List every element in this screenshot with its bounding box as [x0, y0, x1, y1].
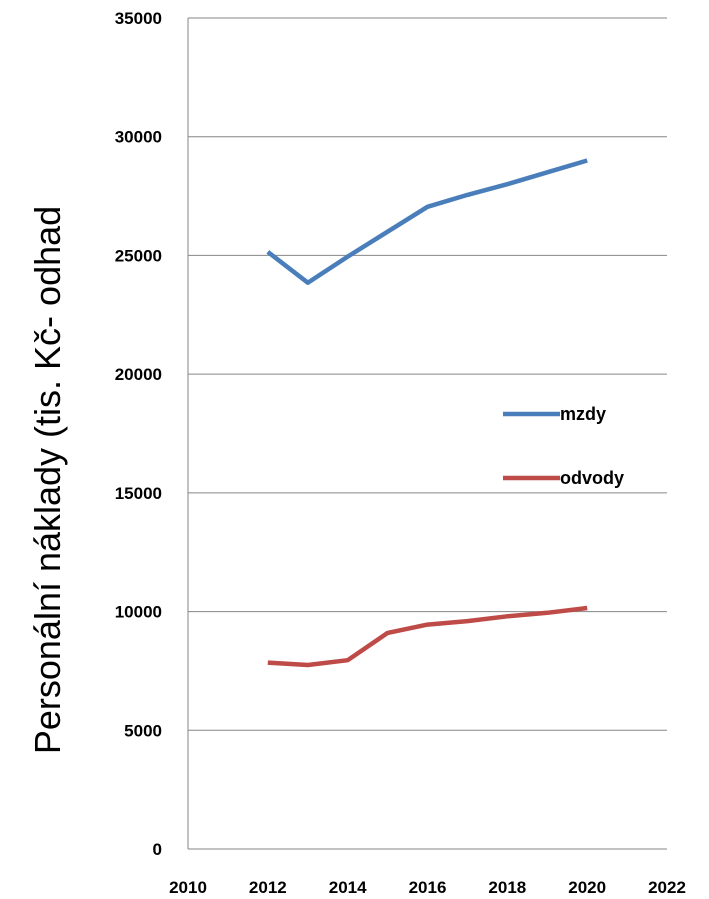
x-tick-label: 2012 — [249, 878, 287, 897]
y-tick-label: 15000 — [115, 484, 162, 503]
y-tick-label: 25000 — [115, 246, 162, 265]
y-tick-label: 0 — [153, 840, 162, 859]
x-tick-label: 2010 — [169, 878, 207, 897]
x-tick-label: 2020 — [568, 878, 606, 897]
x-tick-labels: 2010 2012 2014 2016 2018 2020 2022 — [169, 878, 686, 897]
x-tick-label: 2014 — [329, 878, 367, 897]
y-tick-label: 30000 — [115, 128, 162, 147]
y-axis-label: Personální náklady (tis. Kč- odhad — [27, 206, 68, 754]
legend-label-odvody: odvody — [560, 468, 624, 488]
x-tick-label: 2016 — [409, 878, 447, 897]
grid-lines — [188, 17, 667, 731]
y-tick-label: 35000 — [115, 9, 162, 28]
x-tick-label: 2018 — [488, 878, 526, 897]
y-tick-label: 5000 — [124, 721, 162, 740]
y-tick-label: 10000 — [115, 603, 162, 622]
series-line-odvody — [267, 605, 588, 668]
legend-label-mzdy: mzdy — [560, 404, 606, 424]
series-lines — [266, 158, 588, 668]
series-line-mzdy — [266, 158, 588, 285]
legend: mzdy odvody — [503, 404, 624, 488]
y-tick-labels: 0 5000 10000 15000 20000 25000 30000 35000 — [115, 9, 162, 859]
y-tick-label: 20000 — [115, 365, 162, 384]
x-tick-label: 2022 — [648, 878, 686, 897]
